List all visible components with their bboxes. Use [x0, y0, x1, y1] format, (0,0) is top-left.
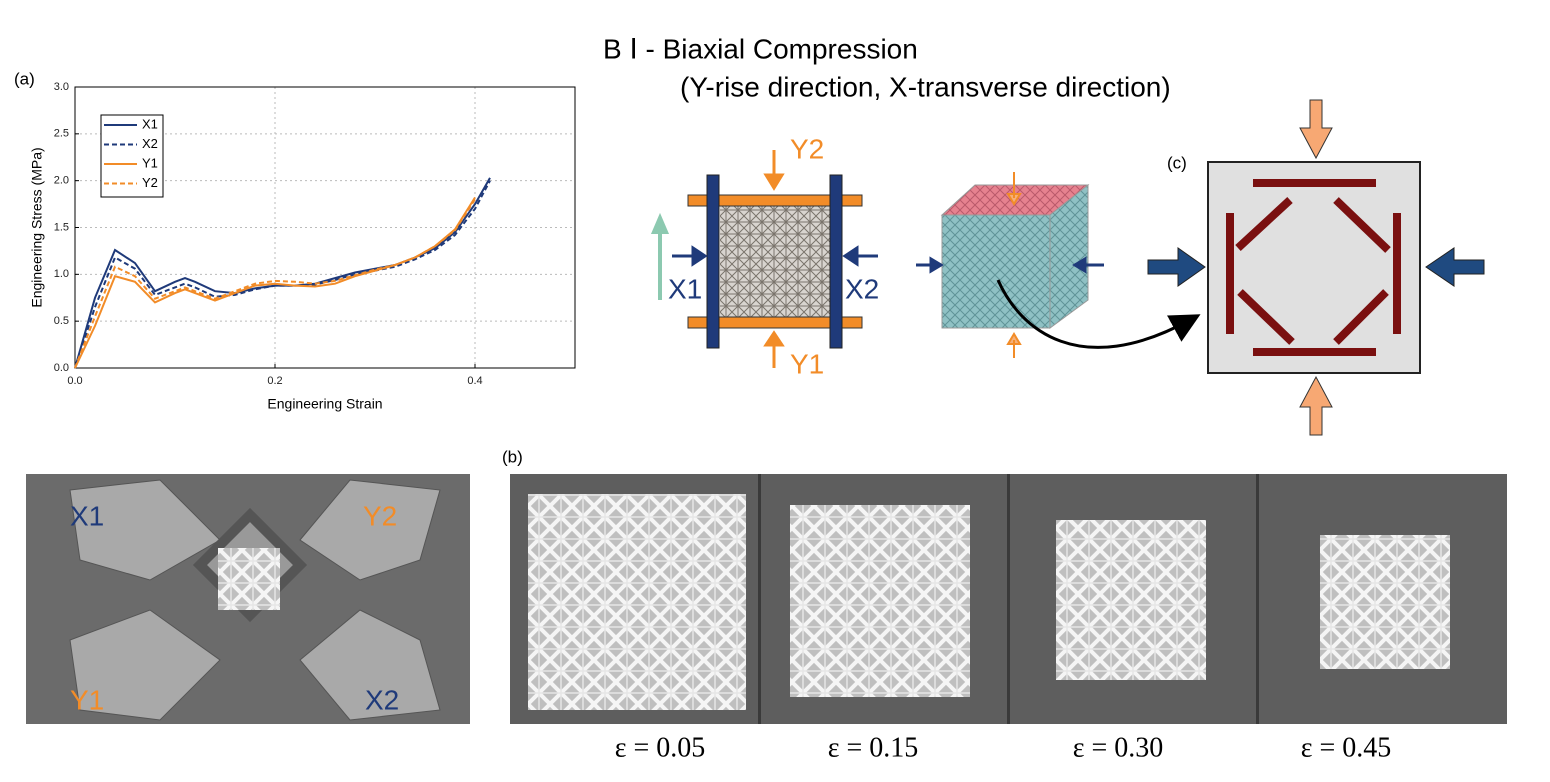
photo-label: X1	[70, 500, 104, 531]
panel-label: (b)	[502, 447, 523, 466]
compression-photos-part-part	[758, 474, 761, 724]
compression-photos-part	[758, 474, 1259, 724]
rig-photo-part-part	[69, 609, 221, 721]
fixture-diagram-part	[706, 174, 720, 349]
figure-subtitle: (Y-rise direction, X-transverse directio…	[680, 71, 1171, 102]
photo-label: Y1	[70, 684, 104, 715]
legend-box	[100, 114, 164, 198]
y-tick-label: 2.5	[54, 128, 69, 140]
fixture-diagram-part	[829, 174, 843, 349]
lattice-cube-part	[1072, 256, 1104, 274]
compression-photos-part	[1056, 520, 1206, 680]
panel-label: (c)	[1167, 153, 1187, 172]
lattice-cube	[916, 172, 1201, 358]
deformation-schematic-part	[1207, 161, 1421, 374]
fixture-diagram-part	[842, 245, 878, 267]
compression-photos-part-part	[1007, 474, 1010, 724]
series-line	[74, 196, 476, 369]
fixture-diagram-part	[687, 316, 863, 329]
direction-label: X2	[845, 273, 879, 304]
y-tick-label: 1.5	[54, 221, 69, 233]
y-tick-label: 0.5	[54, 315, 69, 327]
deformation-schematic	[1147, 99, 1485, 436]
compression-photos-part	[790, 505, 970, 697]
fixture-diagram-part	[763, 150, 785, 191]
lattice-cube-part	[941, 214, 1051, 329]
strain-label: ε = 0.30	[1073, 732, 1164, 763]
legend-label: Y1	[142, 155, 158, 170]
direction-label: X1	[668, 273, 702, 304]
fixture-diagram-part	[687, 194, 863, 207]
plot-frame	[74, 86, 576, 369]
deformation-schematic-part	[1226, 179, 1401, 356]
rig-photo-part-part	[69, 479, 221, 581]
rig-photo-part	[218, 548, 280, 610]
x-tick-label: 0.2	[267, 375, 282, 387]
legend-label: Y2	[142, 175, 158, 190]
deformation-schematic-part	[1147, 247, 1206, 287]
direction-label: Y2	[790, 133, 824, 164]
direction-label: Y1	[790, 348, 824, 379]
lattice-cube-part	[1006, 172, 1022, 206]
fixture-diagram	[650, 150, 878, 368]
compression-photos-part	[528, 494, 746, 710]
deformation-schematic-part-part	[1226, 179, 1401, 356]
fixture-diagram-part	[763, 330, 785, 368]
legend-label: X2	[142, 136, 158, 151]
deformation-schematic-part	[1299, 375, 1333, 436]
compression-photos	[510, 474, 1507, 724]
rig-photo	[26, 474, 470, 724]
y-tick-label: 1.0	[54, 268, 69, 280]
x-axis-label: Engineering Strain	[267, 396, 382, 412]
rig-photo-part-part	[299, 609, 441, 721]
deformation-schematic-part	[1299, 99, 1333, 160]
lattice-cube-part	[1006, 332, 1022, 358]
compression-photos-part	[1320, 535, 1450, 669]
y-axis-label: Engineering Stress (MPa)	[29, 147, 45, 307]
lattice-cube-part	[996, 279, 1201, 349]
deformation-schematic-part-part	[1235, 197, 1391, 345]
fixture-diagram-part	[672, 245, 708, 267]
series-line	[74, 180, 491, 369]
y-tick-label: 2.0	[54, 175, 69, 187]
series-line	[74, 198, 476, 369]
photo-label: Y2	[363, 500, 397, 531]
stress-strain-chart: 0.0 0.5 1.0 1.5 2.0 2.5 3.0 0.0 0.2 0.4 Engineerin…	[29, 81, 576, 412]
figure-title: B Ⅰ - Biaxial Compression	[603, 33, 918, 64]
y-tick-label: 3.0	[54, 81, 69, 93]
rig-photo-part-part	[299, 479, 441, 581]
strain-label: ε = 0.05	[615, 732, 706, 763]
photo-label: X2	[365, 684, 399, 715]
rig-photo-part	[69, 479, 441, 721]
x-tick-label: 0.0	[67, 375, 82, 387]
y-tick-label: 0.0	[54, 362, 69, 374]
x-tick-label: 0.4	[467, 375, 482, 387]
strain-label: ε = 0.15	[828, 732, 919, 763]
fixture-diagram-part	[720, 205, 833, 318]
panel-label: (a)	[14, 69, 35, 88]
strain-label: ε = 0.45	[1301, 732, 1392, 763]
lattice-cube-part	[916, 256, 944, 274]
deformation-schematic-part	[1425, 247, 1485, 287]
legend-label: X1	[142, 116, 158, 131]
compression-photos-part-part	[1256, 474, 1259, 724]
fixture-diagram-part	[650, 212, 670, 300]
